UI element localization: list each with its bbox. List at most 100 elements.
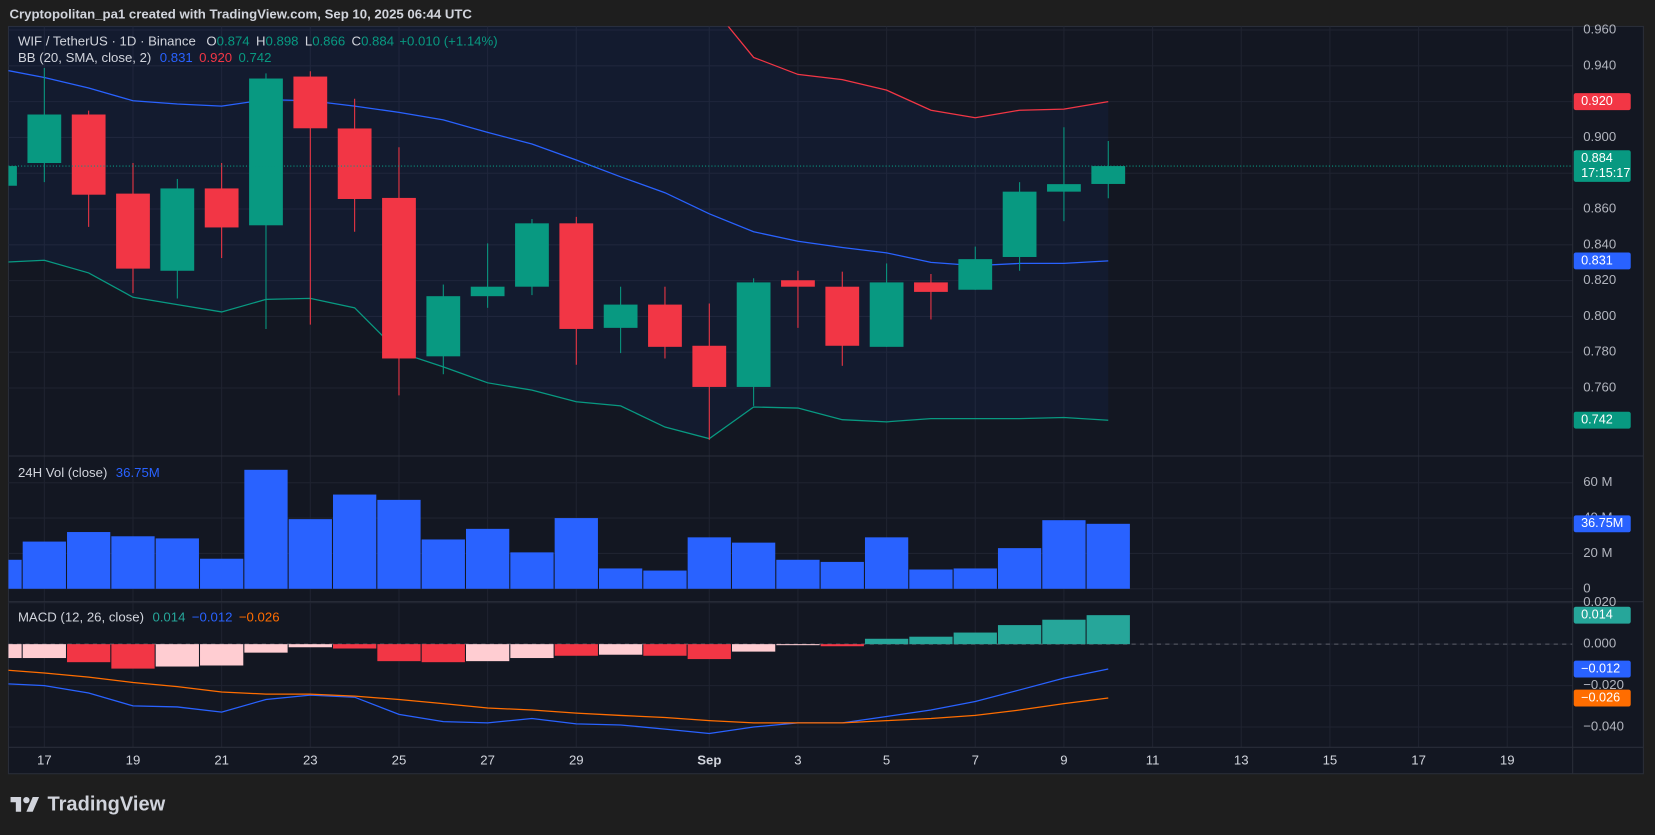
y-tick-label: 0.760 [1583, 379, 1616, 394]
x-tick-label: 29 [569, 753, 584, 768]
histogram-bar [731, 644, 776, 652]
y-tick-label: 0.940 [1583, 57, 1616, 72]
legend-item: 0.014 [152, 610, 185, 625]
y-tick-label: 0.000 [1583, 636, 1616, 651]
candle-body [515, 223, 549, 287]
legend-item: 0.742 [238, 51, 271, 66]
histogram-bar [244, 644, 288, 653]
histogram-bar [510, 644, 554, 659]
price-tag [1573, 411, 1631, 429]
candle-body [116, 193, 150, 269]
histogram-bar [643, 644, 687, 656]
histogram-bar [333, 644, 377, 649]
x-tick-label: 17 [37, 753, 52, 768]
volume-bar [909, 569, 953, 589]
brand-logo: TradingView [10, 794, 166, 816]
price-tag-label: 0.742 [1581, 413, 1613, 427]
volume-bar [554, 518, 598, 589]
volume-bar [864, 537, 909, 589]
candle-body [1091, 166, 1126, 184]
volume-bar [421, 539, 465, 589]
macd-line [8, 668, 1109, 735]
histogram-bar [864, 638, 909, 645]
y-tick-label: 0.780 [1583, 344, 1616, 359]
price-tag [1573, 689, 1631, 707]
histogram-bar [421, 644, 465, 663]
legend-item: O [206, 34, 216, 49]
volume-bar [155, 538, 199, 589]
candle-body [382, 197, 416, 359]
y-tick-label: −0.020 [1583, 677, 1624, 692]
legend-item: 0.874 [217, 34, 250, 49]
brand-name: TradingView [47, 794, 165, 816]
legend-item: 0.898 [266, 34, 299, 49]
price-tag-label: 0.831 [1581, 253, 1613, 267]
candle-body [869, 282, 904, 347]
candle-body [27, 114, 62, 164]
price-tag [1573, 93, 1631, 111]
histogram-bar [111, 644, 155, 669]
legend: WIF / TetherUS · 1D · Binance O0.874 H0.89… [18, 34, 498, 49]
candle-body [958, 259, 993, 290]
x-tick-label: 25 [392, 753, 407, 768]
logo-slash [26, 796, 40, 812]
candle-body [781, 280, 815, 287]
histogram-bar [465, 644, 510, 662]
legend-item: −0.012 [192, 610, 233, 625]
legend: MACD (12, 26, close) 0.014 −0.012 −0.026 [18, 610, 280, 625]
candle-body [426, 296, 461, 357]
y-tick-label: 0.840 [1583, 236, 1616, 251]
price-tag [1573, 252, 1631, 270]
bb-basis-line [8, 70, 1109, 267]
histogram-bar [598, 644, 643, 655]
volume-bar [953, 568, 997, 589]
histogram-bar [820, 644, 864, 647]
legend-item: 0.866 [312, 34, 345, 49]
candle-body [470, 286, 505, 297]
histogram-bar [8, 644, 22, 659]
histogram-bar [1086, 615, 1130, 645]
y-tick-label: 0.020 [1583, 594, 1616, 609]
volume-bar [111, 536, 155, 589]
price-tag-label: 0.884 [1581, 151, 1613, 165]
candle-body [692, 345, 727, 387]
volume-bar [1086, 523, 1130, 589]
candle-body [736, 282, 771, 387]
x-tick-label: 7 [972, 753, 979, 768]
header-text: Cryptopolitan_pa1 created with TradingVi… [9, 6, 472, 21]
candle-body [8, 166, 17, 186]
volume-bar [244, 469, 288, 589]
histogram-bar [997, 625, 1042, 645]
y-tick-label: −0.040 [1583, 719, 1624, 734]
x-tick-label: 17 [1411, 753, 1426, 768]
candle-body [249, 78, 283, 226]
volume-bar [200, 558, 244, 589]
histogram-bar [776, 644, 820, 646]
y-tick-label: 0.900 [1583, 129, 1616, 144]
price-tag [1573, 606, 1631, 624]
histogram-bar [200, 644, 244, 666]
x-tick-label: 11 [1146, 753, 1160, 768]
x-tick-label: 5 [883, 753, 890, 768]
histogram-bar [377, 644, 421, 662]
x-tick-label: 19 [1500, 753, 1515, 768]
price-tag-label: 36.75M [1581, 516, 1623, 530]
candle-body [648, 304, 682, 347]
volume-bar [598, 568, 643, 589]
volume-bar [997, 548, 1042, 589]
legend-item: MACD (12, 26, close) [18, 610, 144, 625]
histogram-bar [554, 644, 598, 656]
volume-bar [731, 542, 776, 589]
volume-bar [510, 552, 554, 589]
bb-upper-line [727, 26, 1109, 119]
candle-body [1047, 184, 1081, 192]
histogram-bar [288, 644, 332, 648]
legend-item: H [256, 34, 266, 49]
logo-dot [23, 796, 30, 804]
volume-bar [687, 537, 731, 589]
price-tag-label: 0.920 [1581, 94, 1613, 108]
price-tag-label: −0.012 [1581, 661, 1620, 675]
